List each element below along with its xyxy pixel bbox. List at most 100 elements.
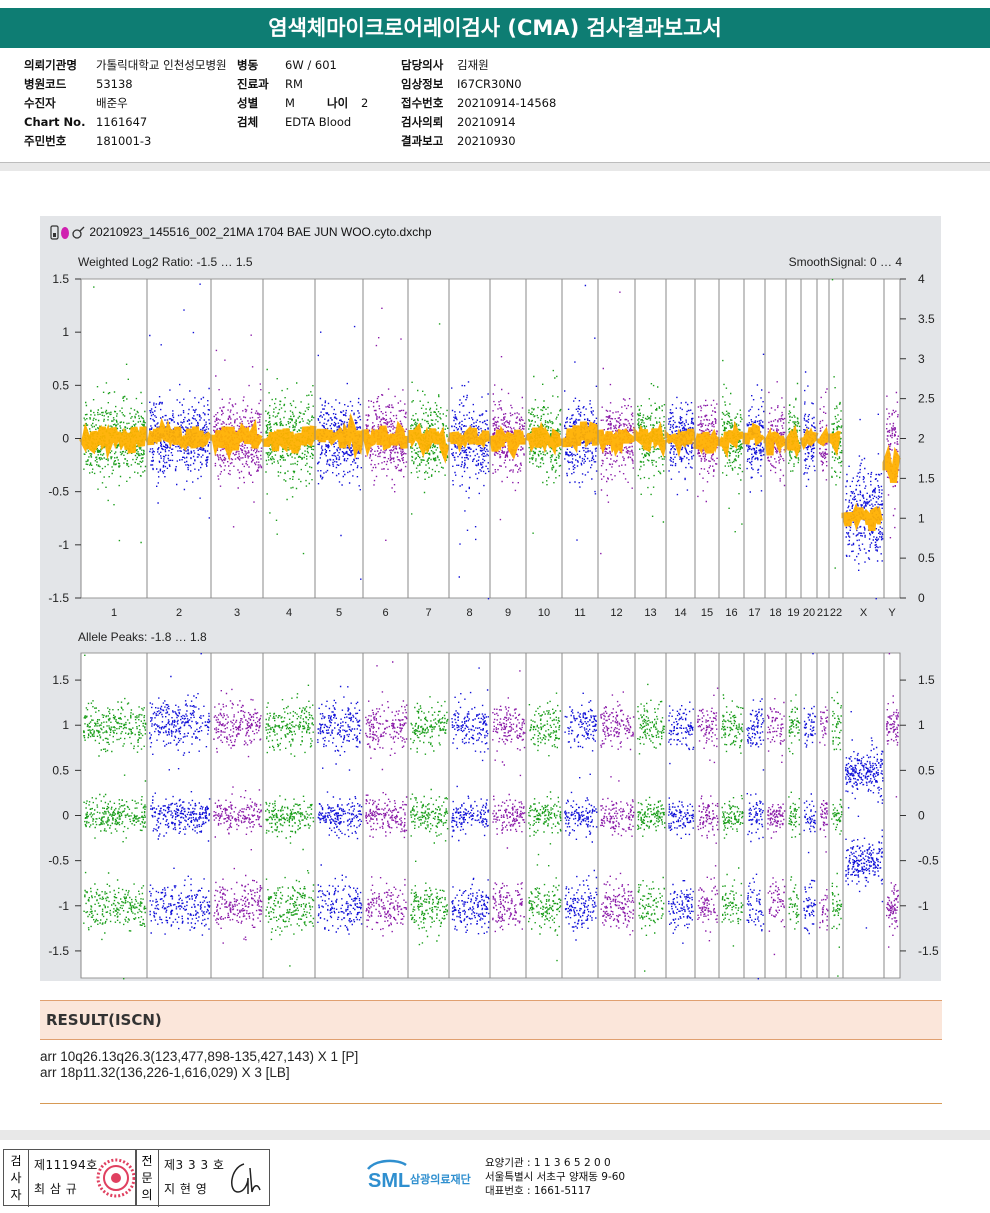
bottom-y-tick-label: -1.5 (48, 944, 69, 958)
chr-2-log2-points (149, 283, 211, 519)
chromosome-label-X: X (860, 607, 868, 619)
chr-21-smooth-signal (815, 426, 830, 447)
top-y2-tick-label: 0.5 (918, 551, 935, 565)
svg-text:문: 문 (141, 1171, 152, 1185)
value-report-date: 20210930 (457, 134, 516, 148)
chr-18-smooth-signal (763, 427, 786, 456)
handwritten-signature (231, 1163, 261, 1194)
footer-gray-band (0, 1130, 990, 1140)
divider (135, 1150, 137, 1205)
patient-info-col3: 담당의사 김재원 임상정보 I67CR30N0 접수번호 20210914-14568… (401, 56, 556, 151)
lab-info: 요양기관 : 1 1 3 6 5 2 0 0 서울특별시 서초구 양재동 9-6… (485, 1156, 625, 1198)
chr-8-smooth-signal (447, 425, 491, 453)
chr-19-smooth-signal (784, 424, 802, 458)
chr-20-allele-peaks (803, 653, 817, 935)
result-lines: arr 10q26.13q26.3(123,477,898-135,427,14… (40, 1049, 358, 1081)
chr-6-log2-scatter (365, 307, 408, 541)
top-y2-tick-label: 0 (918, 591, 925, 605)
chr-17-smooth-signal (742, 422, 766, 447)
signer2-license: 제3 3 3 호 (164, 1158, 225, 1172)
value-age: 2 (361, 96, 369, 110)
bottom-y-right-tick-label: -0.5 (918, 854, 939, 868)
chromosome-label-3: 3 (234, 607, 240, 619)
lab-info-line: 서울특별시 서초구 양재동 9-60 (485, 1171, 626, 1183)
chr-20-log2-points (803, 371, 817, 487)
top-y2-tick-label: 2.5 (918, 392, 935, 406)
label-report-date: 결과보고 (401, 134, 444, 148)
chr-8-allele-peaks (451, 667, 490, 935)
patient-info-col1: 의뢰기관명 가톨릭대학교 인천성모병원 병원코드 53138 수진자 배준우 Char… (24, 56, 227, 151)
cma-chart: 1 2 3 4 5 6 7 8 9 10 11 12 13 14 15 16 17 18 19 20 21 22 X Y1.5… (48, 255, 939, 980)
chr-6-allele-peaks (365, 661, 408, 937)
top-y-tick-label: 0 (62, 432, 69, 446)
chr-16-log2-scatter (721, 359, 744, 533)
top-y2-tick-label: 3.5 (918, 312, 935, 326)
result-heading-box: RESULT(ISCN) (40, 1000, 942, 1040)
chromosome-label-8: 8 (466, 607, 472, 619)
top-y2-tick-label: 1 (918, 511, 925, 525)
chr-7-allele-peaks (410, 696, 449, 946)
svg-text:자: 자 (10, 1188, 21, 1202)
chr-15-smooth-signal (693, 428, 720, 455)
bottom-y-tick-label: -1 (58, 899, 69, 913)
bottom-y-right-tick-label: 1.5 (918, 673, 935, 687)
value-clinical-info: I67CR30N0 (457, 77, 522, 91)
value-physician: 김재원 (457, 58, 489, 72)
chr-6-smooth-signal (361, 420, 409, 458)
bottom-y-right-tick-label: -1.5 (918, 944, 939, 958)
value-patient-name: 배준우 (96, 96, 128, 110)
lab-info-line: 대표번호 : 1661-5117 (485, 1185, 592, 1197)
chr-9-smooth-signal (488, 425, 527, 460)
svg-text:의: 의 (141, 1188, 152, 1202)
chr-7-log2-points (410, 323, 449, 515)
label-specimen: 검체 (237, 115, 259, 129)
chr-16-allele-peaks (721, 694, 744, 947)
chromosome-label-16: 16 (725, 607, 737, 619)
top-panel-title: Weighted Log2 Ratio: -1.5 … 1.5 (78, 255, 253, 269)
chr-14-smooth-signal (664, 428, 696, 458)
label-ward: 병동 (237, 58, 259, 72)
chr-Y-smooth-signal (882, 444, 902, 483)
chr-6-log2-points (365, 307, 408, 541)
chr-1-allele-peaks (83, 654, 147, 980)
chromosome-label-9: 9 (505, 607, 511, 619)
result-line: arr 18p11.32(136,226-1,616,029) X 3 [LB] (40, 1065, 290, 1080)
signer1-license: 제11194호 (34, 1158, 98, 1172)
value-specimen: EDTA Blood (285, 115, 352, 129)
chr-20-log2-scatter (803, 371, 817, 487)
label-hospital-code: 병원코드 (24, 77, 67, 91)
chr-16-log2-points (721, 359, 744, 533)
chr-10-smooth-signal (524, 421, 563, 456)
bottom-y-tick-label: 0 (62, 809, 69, 823)
chr-22-allele-peaks (831, 691, 843, 977)
chr-10-log2-points (528, 369, 562, 534)
chr-18-log2-scatter (767, 381, 786, 487)
chr-19-allele-peaks (788, 694, 801, 930)
top-y2-tick-label: 2 (918, 432, 925, 446)
label-resident-no: 주민번호 (24, 134, 67, 148)
sml-logo: SML 삼광의료재단 (366, 1157, 482, 1201)
chr-9-allele-peaks (492, 670, 526, 933)
chr-21-allele-peaks (819, 706, 829, 931)
chr-7-smooth-signal (406, 422, 450, 464)
chr-10-log2-scatter (528, 369, 562, 534)
top-y-tick-label: -0.5 (48, 485, 69, 499)
chr-X-log2-scatter (845, 413, 884, 600)
patient-info-col2: 병동 6W / 601 진료과 RM 성별 M 나이 2 검체 EDTA Blood (237, 56, 368, 132)
chr-20-smooth-signal (799, 427, 819, 451)
chr-2-log2-scatter (149, 283, 211, 519)
top-y-tick-label: 1.5 (52, 272, 69, 286)
chromosome-label-18: 18 (769, 607, 781, 619)
bottom-y-tick-label: -0.5 (48, 854, 69, 868)
chromosome-label-2: 2 (176, 607, 182, 619)
result-divider (40, 1103, 942, 1104)
chromosome-label-1: 1 (111, 607, 117, 619)
chr-5-allele-peaks (317, 685, 363, 935)
result-line: arr 10q26.13q26.3(123,477,898-135,427,14… (40, 1049, 359, 1064)
report-title: 염색체마이크로어레이검사 (CMA) 검사결과보고서 (0, 8, 990, 48)
chr-22-log2-scatter (831, 279, 843, 569)
chr-17-log2-points (746, 353, 765, 493)
top-y-tick-label: -1.5 (48, 591, 69, 605)
chr-Y-log2-scatter (886, 391, 900, 539)
chr-18-log2-points (767, 381, 786, 487)
